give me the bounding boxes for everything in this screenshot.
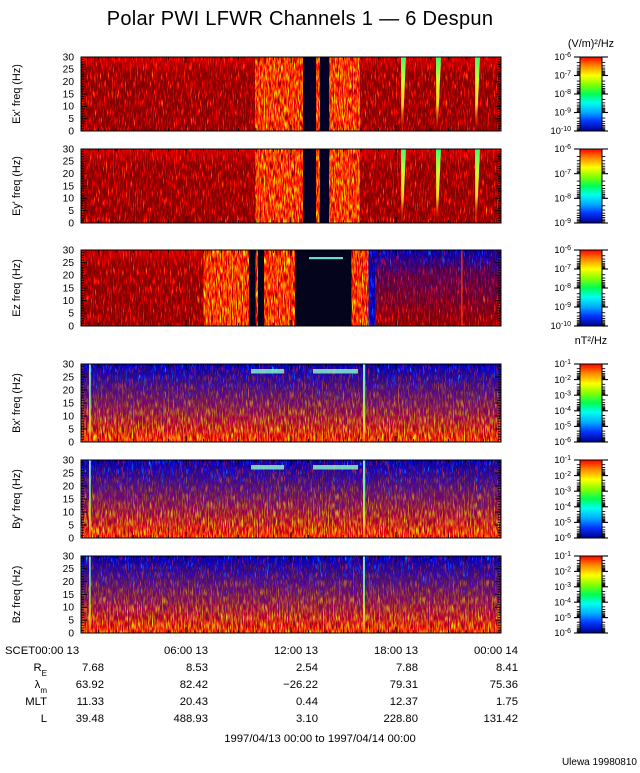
svg-text:2.54: 2.54 [296, 662, 318, 674]
svg-text:5: 5 [68, 206, 74, 217]
svg-text:5: 5 [68, 616, 74, 627]
svg-text:10: 10 [63, 411, 75, 422]
svg-text:20: 20 [63, 385, 75, 396]
svg-text:10: 10 [63, 296, 75, 307]
svg-text:10: 10 [63, 603, 75, 614]
svg-text:0: 0 [68, 533, 74, 544]
svg-text:15: 15 [63, 494, 75, 505]
svg-text:131.42: 131.42 [483, 713, 518, 725]
svg-text:5: 5 [68, 309, 74, 320]
svg-text:Ulewa 19980810: Ulewa 19980810 [562, 757, 637, 768]
svg-text:20: 20 [63, 77, 75, 88]
svg-text:30: 30 [63, 455, 75, 466]
svg-text:25: 25 [63, 157, 75, 168]
svg-text:Ey' freq (Hz): Ey' freq (Hz) [11, 156, 23, 216]
svg-text:0: 0 [68, 437, 74, 448]
svg-text:0: 0 [68, 126, 74, 137]
svg-text:39.48: 39.48 [76, 713, 104, 725]
svg-text:(V/m)²/Hz: (V/m)²/Hz [568, 38, 614, 50]
svg-text:30: 30 [63, 52, 75, 63]
svg-text:By' freq (Hz): By' freq (Hz) [11, 469, 23, 529]
svg-text:18:00 13: 18:00 13 [374, 645, 418, 657]
svg-text:nT²/Hz: nT²/Hz [575, 335, 607, 347]
svg-text:228.80: 228.80 [383, 713, 418, 725]
svg-text:10: 10 [63, 102, 75, 113]
svg-text:15: 15 [63, 398, 75, 409]
svg-text:20: 20 [63, 271, 75, 282]
svg-text:82.42: 82.42 [180, 679, 208, 691]
svg-text:7.88: 7.88 [396, 662, 418, 674]
svg-text:8.53: 8.53 [186, 662, 208, 674]
svg-text:30: 30 [63, 144, 75, 155]
svg-text:11.33: 11.33 [77, 696, 104, 708]
svg-text:0.44: 0.44 [296, 696, 318, 708]
svg-text:7.68: 7.68 [82, 662, 104, 674]
svg-text:25: 25 [63, 468, 75, 479]
svg-text:25: 25 [63, 258, 75, 269]
svg-text:20: 20 [63, 481, 75, 492]
svg-text:20: 20 [63, 169, 75, 180]
svg-text:8.41: 8.41 [496, 662, 518, 674]
svg-text:−26.22: −26.22 [283, 679, 318, 691]
svg-text:L: L [41, 713, 47, 725]
svg-text:5: 5 [68, 520, 74, 531]
svg-text:10: 10 [63, 507, 75, 518]
svg-text:63.92: 63.92 [76, 679, 104, 691]
svg-text:30: 30 [63, 551, 75, 562]
svg-text:75.36: 75.36 [490, 679, 518, 691]
svg-text:06:00 13: 06:00 13 [164, 645, 208, 657]
svg-text:12:00 13: 12:00 13 [274, 645, 318, 657]
svg-text:12.37: 12.37 [390, 696, 418, 708]
svg-text:Bx' freq (Hz): Bx' freq (Hz) [11, 373, 23, 433]
svg-text:1997/04/13 00:00 to 1997/04/14: 1997/04/13 00:00 to 1997/04/14 00:00 [224, 733, 416, 745]
svg-text:15: 15 [63, 89, 75, 100]
svg-text:30: 30 [63, 245, 75, 256]
svg-text:15: 15 [63, 590, 75, 601]
svg-text:20: 20 [63, 577, 75, 588]
svg-text:0: 0 [68, 628, 74, 639]
svg-text:5: 5 [68, 424, 74, 435]
svg-text:3.10: 3.10 [296, 713, 318, 725]
svg-text:Bz freq (Hz): Bz freq (Hz) [11, 566, 23, 624]
svg-text:20.43: 20.43 [180, 696, 208, 708]
svg-text:488.93: 488.93 [173, 713, 208, 725]
svg-text:MLT: MLT [25, 696, 47, 708]
svg-text:00:00 14: 00:00 14 [474, 645, 518, 657]
svg-text:Ex' freq (Hz): Ex' freq (Hz) [11, 64, 23, 124]
svg-text:SCET00:00 13: SCET00:00 13 [5, 645, 79, 657]
svg-text:15: 15 [63, 181, 75, 192]
svg-text:25: 25 [63, 564, 75, 575]
svg-text:Ez freq (Hz): Ez freq (Hz) [11, 259, 23, 317]
svg-text:10: 10 [63, 194, 75, 205]
svg-text:15: 15 [63, 283, 75, 294]
svg-text:79.31: 79.31 [390, 679, 418, 691]
svg-text:25: 25 [63, 65, 75, 76]
svg-text:5: 5 [68, 114, 74, 125]
svg-text:Polar PWI LFWR Channels 1 — 6: Polar PWI LFWR Channels 1 — 6 Despun [107, 8, 494, 30]
svg-text:30: 30 [63, 359, 75, 370]
svg-text:0: 0 [68, 218, 74, 229]
svg-text:1.75: 1.75 [496, 696, 518, 708]
svg-text:0: 0 [68, 321, 74, 332]
svg-text:25: 25 [63, 372, 75, 383]
